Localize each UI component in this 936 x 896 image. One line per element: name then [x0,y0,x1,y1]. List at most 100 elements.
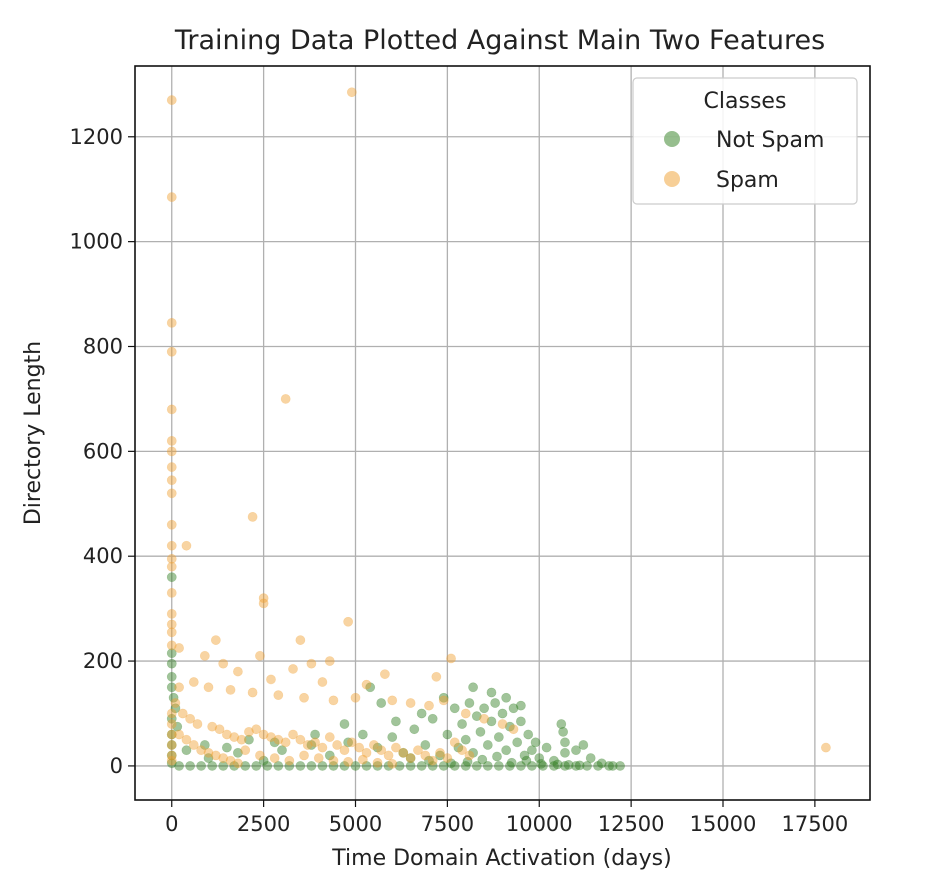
data-point [188,677,199,687]
legend-marker-spam [664,171,680,187]
data-point [185,713,196,724]
data-point [523,729,534,740]
data-point [361,761,372,771]
data-point [354,742,365,753]
legend-title: Classes [704,89,787,114]
data-point [295,734,306,745]
data-point [515,700,526,711]
data-point [174,729,184,740]
data-point [166,572,177,583]
data-point [166,404,177,415]
data-point [258,593,269,604]
data-point [464,698,475,708]
data-point [317,742,328,753]
data-point [582,761,592,771]
ticks: 0 2500 5000 7500 10000 12500 15000 17500 0 200 400… [70,125,849,836]
data-point [449,703,460,714]
data-point [166,608,177,619]
data-point [174,682,184,693]
data-point [376,745,387,756]
data-point [244,734,254,745]
data-point [409,724,420,735]
data-point [225,685,236,695]
data-point [251,761,262,771]
data-point [394,761,405,771]
data-point [482,740,493,750]
data-point [207,761,218,771]
data-point [391,716,401,727]
data-point [166,750,177,761]
data-point [508,724,519,735]
x-tick-label: 7500 [421,812,474,836]
data-point [177,708,188,719]
data-point [479,713,490,724]
y-tick-label: 600 [83,439,123,463]
data-point [519,750,530,761]
data-point [324,732,335,742]
data-point [383,761,394,771]
data-point [506,757,517,768]
data-point [166,561,177,572]
data-point [405,753,416,763]
data-point [438,761,449,771]
data-point [262,761,273,771]
data-point [560,747,570,758]
data-point [457,745,467,756]
data-point [560,761,570,771]
data-point [398,747,409,758]
data-point [596,758,607,769]
data-point [339,745,350,756]
data-point [306,761,317,771]
data-point [181,734,192,745]
data-point [361,747,372,758]
x-tick-label: 5000 [329,812,382,836]
data-point [185,761,196,771]
data-point [166,435,177,446]
data-point [207,721,218,732]
data-point [166,475,177,486]
data-point [427,713,438,724]
data-point [446,758,456,769]
data-point [328,761,339,771]
data-point [324,750,335,761]
data-point [821,742,831,753]
data-point [339,761,350,771]
data-point [192,719,203,729]
data-point [166,519,177,530]
data-point [556,719,567,729]
data-point [170,698,181,708]
data-point [482,761,493,771]
data-point [578,740,589,750]
data-point [166,658,177,669]
data-point [435,747,445,758]
x-tick-label: 2500 [237,812,290,836]
data-point [383,750,394,761]
data-point [343,756,354,767]
plot-frame [134,65,871,801]
data-point [172,721,183,732]
data-point [328,755,339,766]
data-point [571,761,581,771]
data-point [457,719,467,729]
data-point [449,737,460,748]
data-point [501,692,512,703]
data-point [558,726,569,737]
data-point [255,650,265,661]
data-point [486,687,497,698]
data-point [372,742,383,753]
y-tick-label: 1200 [70,125,123,149]
data-point [357,754,368,765]
data-point [527,761,537,771]
data-point [607,761,618,771]
data-point [188,740,199,750]
series-spam [166,87,831,769]
data-point [493,732,504,742]
y-tick-label: 1000 [70,230,123,254]
data-point [332,740,343,750]
data-point [232,758,243,769]
data-point [420,740,431,750]
data-point [549,761,559,771]
data-point [328,695,339,706]
data-point [368,740,379,750]
data-point [534,753,545,763]
